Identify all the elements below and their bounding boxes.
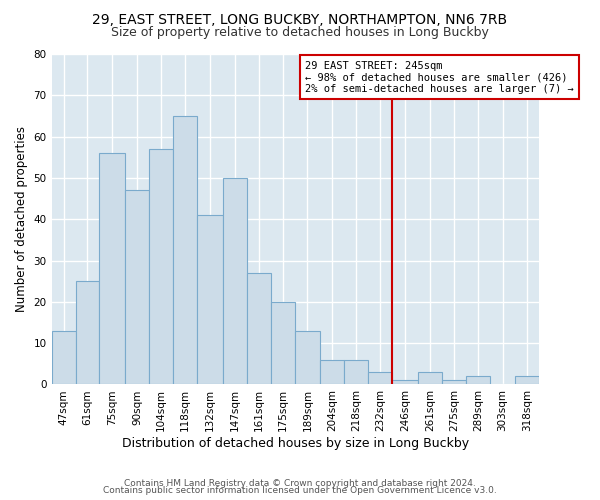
Bar <box>223 178 247 384</box>
Bar <box>320 360 344 384</box>
Bar <box>197 215 223 384</box>
Bar <box>173 116 197 384</box>
Bar <box>149 149 173 384</box>
Bar <box>392 380 418 384</box>
Bar <box>295 331 320 384</box>
Bar <box>100 153 125 384</box>
Y-axis label: Number of detached properties: Number of detached properties <box>15 126 28 312</box>
Bar <box>515 376 539 384</box>
Bar <box>466 376 490 384</box>
Text: Contains HM Land Registry data © Crown copyright and database right 2024.: Contains HM Land Registry data © Crown c… <box>124 478 476 488</box>
Text: 29 EAST STREET: 245sqm
← 98% of detached houses are smaller (426)
2% of semi-det: 29 EAST STREET: 245sqm ← 98% of detached… <box>305 60 574 94</box>
Bar <box>52 331 76 384</box>
Bar <box>76 281 100 384</box>
Bar <box>344 360 368 384</box>
Bar <box>368 372 392 384</box>
Bar <box>271 302 295 384</box>
Bar <box>125 190 149 384</box>
X-axis label: Distribution of detached houses by size in Long Buckby: Distribution of detached houses by size … <box>122 437 469 450</box>
Text: Contains public sector information licensed under the Open Government Licence v3: Contains public sector information licen… <box>103 486 497 495</box>
Bar <box>418 372 442 384</box>
Text: 29, EAST STREET, LONG BUCKBY, NORTHAMPTON, NN6 7RB: 29, EAST STREET, LONG BUCKBY, NORTHAMPTO… <box>92 12 508 26</box>
Bar <box>442 380 466 384</box>
Bar <box>247 273 271 384</box>
Text: Size of property relative to detached houses in Long Buckby: Size of property relative to detached ho… <box>111 26 489 39</box>
